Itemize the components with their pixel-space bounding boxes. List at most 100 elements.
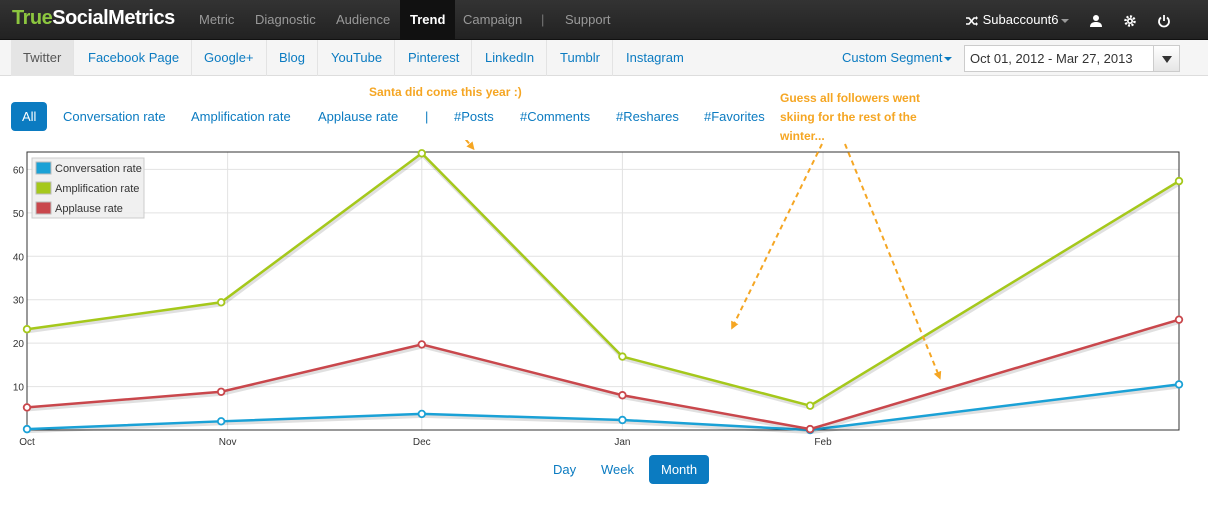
tab-twitter[interactable]: Twitter xyxy=(11,40,75,76)
chart-series xyxy=(22,149,1184,435)
annotation-arrow-skiing-1 xyxy=(731,143,823,330)
account-name: Subaccount6 xyxy=(982,12,1059,27)
legend-label-conversation: Conversation rate xyxy=(55,163,142,175)
nav-item-support[interactable]: Support xyxy=(565,12,611,27)
data-point-applause-rate[interactable] xyxy=(22,403,32,412)
x-tick-label: Oct xyxy=(19,437,35,448)
gear-icon xyxy=(1124,14,1136,27)
filter-all[interactable]: All xyxy=(11,102,48,131)
tab-facebook-page[interactable]: Facebook Page xyxy=(76,40,193,76)
annotation-skiing-line2: skiing for the rest of the xyxy=(780,110,917,124)
data-point-applause-rate[interactable] xyxy=(216,387,226,396)
data-point-amplification-rate[interactable] xyxy=(216,298,226,307)
data-point-applause-rate[interactable] xyxy=(618,391,627,400)
chart-grid xyxy=(27,152,1179,430)
filter-comments[interactable]: #Comments xyxy=(520,109,591,124)
nav-item-trend[interactable]: Trend xyxy=(400,0,456,40)
power-icon xyxy=(1158,14,1170,27)
data-point-applause-rate[interactable] xyxy=(417,340,426,349)
data-point-amplification-rate[interactable] xyxy=(618,352,627,361)
x-tick-label: Jan xyxy=(614,437,630,448)
series-shadow-conversation-rate xyxy=(27,384,1181,435)
user-button[interactable] xyxy=(1089,0,1103,40)
top-navbar: TrueSocialMetrics Metric Diagnostic Audi… xyxy=(0,0,1208,40)
data-point-applause-rate[interactable] xyxy=(805,424,815,434)
filter-reshares[interactable]: #Reshares xyxy=(616,109,679,124)
account-switcher[interactable]: Subaccount6 xyxy=(965,0,1069,40)
plot-border xyxy=(26,151,1180,431)
custom-segment-label: Custom Segment xyxy=(842,50,943,65)
date-range-input[interactable] xyxy=(964,45,1154,72)
tab-youtube[interactable]: YouTube xyxy=(319,40,396,76)
legend-swatch-amplification xyxy=(35,181,52,195)
tab-blog[interactable]: Blog xyxy=(267,40,319,76)
logout-button[interactable] xyxy=(1157,0,1171,40)
tab-google-plus[interactable]: Google+ xyxy=(192,40,267,76)
nav-item-metric[interactable]: Metric xyxy=(199,12,235,27)
data-point-amplification-rate[interactable] xyxy=(805,401,815,410)
data-point-amplification-rate[interactable] xyxy=(22,325,32,334)
granularity-month[interactable]: Month xyxy=(649,455,710,484)
network-tabs: Twitter Facebook Page Google+ Blog YouTu… xyxy=(0,40,1208,76)
series-shadow-applause-rate xyxy=(27,319,1181,434)
date-range-dropdown-button[interactable] xyxy=(1153,45,1180,72)
granularity-day[interactable]: Day xyxy=(553,462,577,477)
chevron-down-icon xyxy=(1060,18,1069,23)
legend-label-applause: Applause rate xyxy=(55,203,123,215)
x-tick-label: Nov xyxy=(219,437,237,448)
filter-applause-rate[interactable]: Applause rate xyxy=(318,109,399,124)
tab-pinterest[interactable]: Pinterest xyxy=(396,40,473,76)
annotation-skiing-line1: Guess all followers went xyxy=(780,91,921,105)
nav-item-audience[interactable]: Audience xyxy=(336,12,391,27)
filter-favorites[interactable]: #Favorites xyxy=(704,109,765,124)
series-line-conversation-rate xyxy=(26,383,1180,432)
x-tick-label: Feb xyxy=(814,437,832,448)
legend-swatch-applause xyxy=(35,201,52,215)
data-point-conversation-rate[interactable] xyxy=(618,415,627,425)
brand-logo-part2: SocialMetrics xyxy=(52,7,175,29)
y-tick-label: 60 xyxy=(13,165,25,176)
annotation-skiing-line3: winter... xyxy=(780,129,825,143)
settings-button[interactable] xyxy=(1123,0,1137,40)
annotation-arrow-santa xyxy=(464,140,475,151)
nav-item-diagnostic[interactable]: Diagnostic xyxy=(255,12,316,27)
y-tick-label: 10 xyxy=(13,383,25,394)
data-point-conversation-rate[interactable] xyxy=(216,417,226,426)
annotation-santa: Santa did come this year :) xyxy=(369,85,522,99)
data-point-amplification-rate[interactable] xyxy=(417,149,426,158)
legend-swatch-conversation xyxy=(35,161,52,175)
data-point-conversation-rate[interactable] xyxy=(1174,380,1184,389)
tab-tumblr[interactable]: Tumblr xyxy=(548,40,613,76)
y-tick-label: 50 xyxy=(13,209,25,220)
y-tick-label: 30 xyxy=(13,296,25,307)
legend-label-amplification: Amplification rate xyxy=(55,183,139,195)
brand-logo[interactable]: TrueSocialMetrics xyxy=(12,7,175,30)
filter-separator: | xyxy=(425,109,429,124)
filter-conversation-rate[interactable]: Conversation rate xyxy=(63,109,166,124)
x-tick-label: Dec xyxy=(413,437,431,448)
caret-down-icon xyxy=(1162,56,1172,63)
filter-amplification-rate[interactable]: Amplification rate xyxy=(191,109,291,124)
data-point-amplification-rate[interactable] xyxy=(1174,176,1184,186)
nav-separator: | xyxy=(541,12,545,27)
trend-chart: 10 20 30 40 50 60 Oct Nov Dec Jan Feb Conversation… xyxy=(13,140,1184,448)
data-point-conversation-rate[interactable] xyxy=(417,409,426,419)
series-line-applause-rate xyxy=(26,318,1180,431)
brand-logo-part1: True xyxy=(12,7,53,29)
granularity-week[interactable]: Week xyxy=(601,462,634,477)
user-icon xyxy=(1090,14,1102,27)
shuffle-icon xyxy=(966,15,978,26)
tab-linkedin[interactable]: LinkedIn xyxy=(473,40,548,76)
annotation-skiing: Guess all followers went skiing for the … xyxy=(780,89,920,146)
data-point-applause-rate[interactable] xyxy=(1174,315,1184,324)
tab-instagram[interactable]: Instagram xyxy=(626,50,684,65)
nav-item-campaign[interactable]: Campaign xyxy=(463,12,523,27)
series-line-amplification-rate xyxy=(26,151,1180,408)
y-tick-label: 40 xyxy=(13,252,25,263)
chart-legend: Conversation rate Amplification rate App… xyxy=(31,157,145,219)
data-point-conversation-rate[interactable] xyxy=(22,424,32,434)
chart-ticks: 10 20 30 40 50 60 Oct Nov Dec Jan Feb xyxy=(13,165,832,448)
y-tick-label: 20 xyxy=(13,339,25,350)
filter-posts[interactable]: #Posts xyxy=(454,109,494,124)
custom-segment-dropdown[interactable]: Custom Segment xyxy=(842,40,953,76)
